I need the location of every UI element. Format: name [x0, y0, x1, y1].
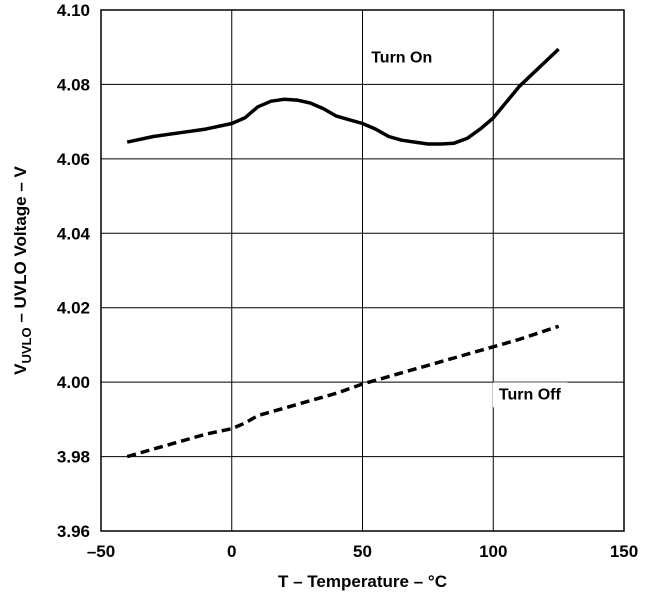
- annotation-background: [492, 382, 568, 408]
- plot-frame: [100, 9, 625, 532]
- y-tick-label: 3.98: [57, 448, 90, 467]
- x-tick-label: 150: [610, 542, 638, 561]
- y-tick-labels: 3.96 3.98 4.00 4.02 4.04 4.06 4.08 4.10: [57, 1, 91, 541]
- x-tick-label: 50: [353, 542, 372, 561]
- y-tick-label: 4.02: [57, 299, 90, 318]
- y-tick-label: 4.06: [57, 150, 90, 169]
- annotation-text: Turn On: [371, 50, 432, 67]
- x-tick-labels: –50 0 50 100 150: [87, 542, 638, 561]
- y-axis-title-subscript: UVLO: [19, 327, 34, 363]
- grid: [100, 9, 625, 532]
- y-tick-label: 4.10: [57, 1, 90, 20]
- y-tick-label: 3.96: [57, 522, 90, 541]
- annotation-turn-off: Turn Off: [492, 382, 568, 408]
- y-tick-label: 4.08: [57, 75, 90, 94]
- series-line-turn-off: [126, 324, 560, 459]
- annotation-turn-on: Turn On: [365, 45, 439, 71]
- x-axis-title: T – Temperature – °C: [278, 572, 447, 591]
- y-axis-title-prefix: V: [11, 363, 30, 375]
- y-axis-title: VUVLO – UVLO Voltage – V: [11, 165, 34, 374]
- annotations: Turn On Turn Off: [365, 45, 568, 408]
- y-axis-title-suffix: – UVLO Voltage – V: [11, 165, 30, 327]
- y-tick-label: 4.00: [57, 373, 90, 392]
- y-tick-label: 4.04: [57, 224, 91, 243]
- annotation-text: Turn Off: [499, 386, 562, 403]
- series-layer: [126, 47, 560, 459]
- x-tick-label: 100: [479, 542, 507, 561]
- annotation-background: [365, 45, 439, 71]
- x-tick-label: 0: [227, 542, 236, 561]
- x-tick-label: –50: [87, 542, 115, 561]
- series-line-turn-on: [126, 47, 560, 146]
